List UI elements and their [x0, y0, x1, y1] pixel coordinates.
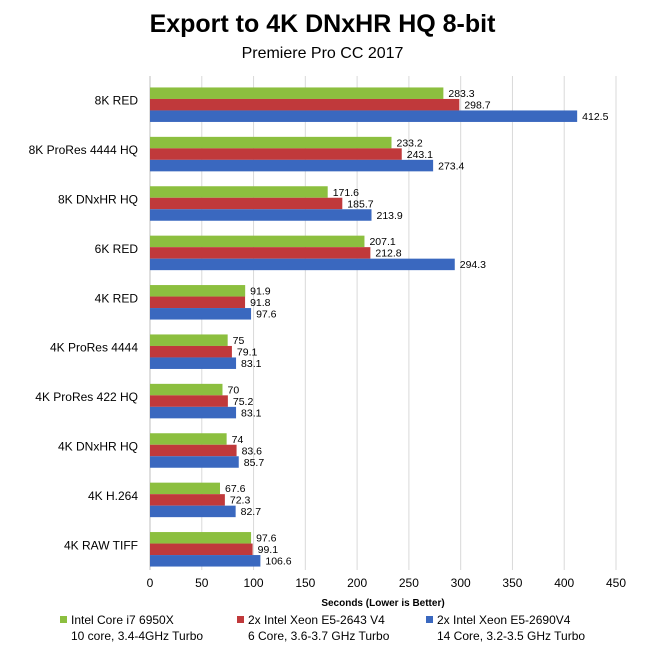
- bar: [150, 383, 223, 396]
- category-label: 4K RAW TIFF: [64, 538, 138, 552]
- x-tick-label: 200: [347, 576, 367, 590]
- data-label: 213.9: [377, 210, 403, 222]
- bar: [150, 433, 227, 445]
- chart-subtitle: Premiere Pro CC 2017: [241, 45, 404, 62]
- data-label: 298.7: [464, 99, 490, 111]
- category-label: 8K ProRes 4444 HQ: [29, 143, 138, 157]
- legend-swatch: [426, 616, 433, 623]
- data-label: 283.3: [448, 88, 474, 100]
- bar: [150, 555, 261, 567]
- bar: [150, 148, 402, 160]
- data-label: 72.3: [230, 495, 251, 507]
- data-label: 207.1: [369, 236, 395, 248]
- data-label: 83.1: [241, 358, 262, 370]
- legend-detail: 10 core, 3.4-4GHz Turbo: [71, 629, 204, 643]
- x-axis-title: Seconds (Lower is Better): [321, 598, 444, 609]
- bar: [150, 197, 343, 210]
- legend-detail: 14 Core, 3.2-3.5 GHz Turbo: [437, 629, 586, 643]
- data-label: 75: [233, 335, 245, 347]
- bar: [150, 308, 252, 320]
- category-label: 8K RED: [95, 94, 139, 108]
- bar: [150, 494, 225, 506]
- data-label: 83.6: [242, 445, 263, 457]
- data-label: 67.6: [225, 483, 246, 495]
- legend-detail: 6 Core, 3.6-3.7 GHz Turbo: [248, 629, 390, 643]
- category-label: 4K H.264: [88, 489, 138, 503]
- data-label: 85.7: [244, 457, 265, 469]
- bar: [150, 505, 236, 518]
- bar: [150, 444, 237, 457]
- data-label: 294.3: [460, 259, 486, 271]
- bar: [150, 345, 232, 358]
- data-label: 91.9: [250, 286, 271, 298]
- bar: [150, 543, 253, 556]
- data-label: 233.2: [396, 137, 422, 149]
- bar: [150, 532, 252, 544]
- legend-item: 2x Intel Xeon E5-2690V4 14 Core, 3.2-3.5 …: [426, 612, 585, 644]
- bar: [150, 136, 392, 149]
- category-label: 4K DNxHR HQ: [58, 440, 138, 454]
- data-label: 106.6: [265, 556, 291, 568]
- bar: [150, 285, 246, 297]
- data-label: 99.1: [258, 544, 279, 556]
- bar: [150, 406, 237, 419]
- bar: [150, 186, 328, 198]
- bar: [150, 110, 578, 122]
- category-label: 4K ProRes 4444: [50, 341, 138, 355]
- x-tick-label: 150: [295, 576, 315, 590]
- data-label: 79.1: [237, 346, 258, 358]
- bar: [150, 98, 460, 111]
- category-label: 4K ProRes 422 HQ: [35, 390, 138, 404]
- bar: [150, 357, 237, 369]
- data-label: 97.6: [256, 309, 277, 321]
- legend-item: Intel Core i7 6950X 10 core, 3.4-4GHz Tur…: [60, 612, 203, 644]
- bar: [150, 395, 228, 407]
- x-tick-label: 100: [244, 576, 264, 590]
- bar: [150, 296, 246, 309]
- bar: [150, 209, 372, 221]
- data-label: 185.7: [347, 198, 373, 210]
- x-tick-label: 0: [147, 576, 154, 590]
- chart-title: Export to 4K DNxHR HQ 8-bit: [149, 10, 496, 38]
- plot-area: 0 50 100 150 200 250 300 350 400 450 Seconds (Lowe…: [29, 76, 626, 609]
- data-label: 82.7: [241, 506, 262, 518]
- category-label: 4K RED: [95, 291, 139, 305]
- data-label: 75.2: [233, 396, 254, 408]
- data-label: 171.6: [333, 187, 359, 199]
- bar: [150, 456, 239, 468]
- legend-label: 2x Intel Xeon E5-2643 V4: [248, 613, 385, 627]
- x-tick-label: 400: [554, 576, 574, 590]
- x-tick-label: 450: [606, 576, 626, 590]
- bar: [150, 87, 444, 99]
- data-label: 74: [232, 434, 244, 446]
- legend: Intel Core i7 6950X 10 core, 3.4-4GHz Tur…: [0, 612, 645, 661]
- x-tick-label: 350: [502, 576, 522, 590]
- bar: [150, 235, 365, 248]
- data-label: 83.1: [241, 407, 262, 419]
- category-label: 6K RED: [95, 242, 139, 256]
- data-label: 243.1: [407, 149, 433, 161]
- bar: [150, 258, 455, 271]
- data-label: 97.6: [256, 533, 277, 545]
- x-tick-label: 50: [195, 576, 209, 590]
- bar: [150, 159, 434, 172]
- bar: [150, 482, 221, 495]
- category-label: 8K DNxHR HQ: [58, 193, 138, 207]
- data-label: 412.5: [582, 111, 608, 123]
- x-tick-label: 300: [451, 576, 471, 590]
- legend-swatch: [60, 616, 67, 623]
- data-label: 70: [227, 384, 239, 396]
- legend-label: Intel Core i7 6950X: [71, 613, 174, 627]
- data-label: 212.8: [375, 248, 401, 260]
- legend-label: 2x Intel Xeon E5-2690V4: [437, 613, 571, 627]
- data-label: 273.4: [438, 160, 464, 172]
- legend-swatch: [237, 616, 244, 623]
- data-label: 91.8: [250, 297, 271, 309]
- bar: [150, 247, 371, 259]
- legend-item: 2x Intel Xeon E5-2643 V4 6 Core, 3.6-3.7 …: [237, 612, 389, 644]
- bar: [150, 334, 228, 346]
- x-tick-label: 250: [399, 576, 419, 590]
